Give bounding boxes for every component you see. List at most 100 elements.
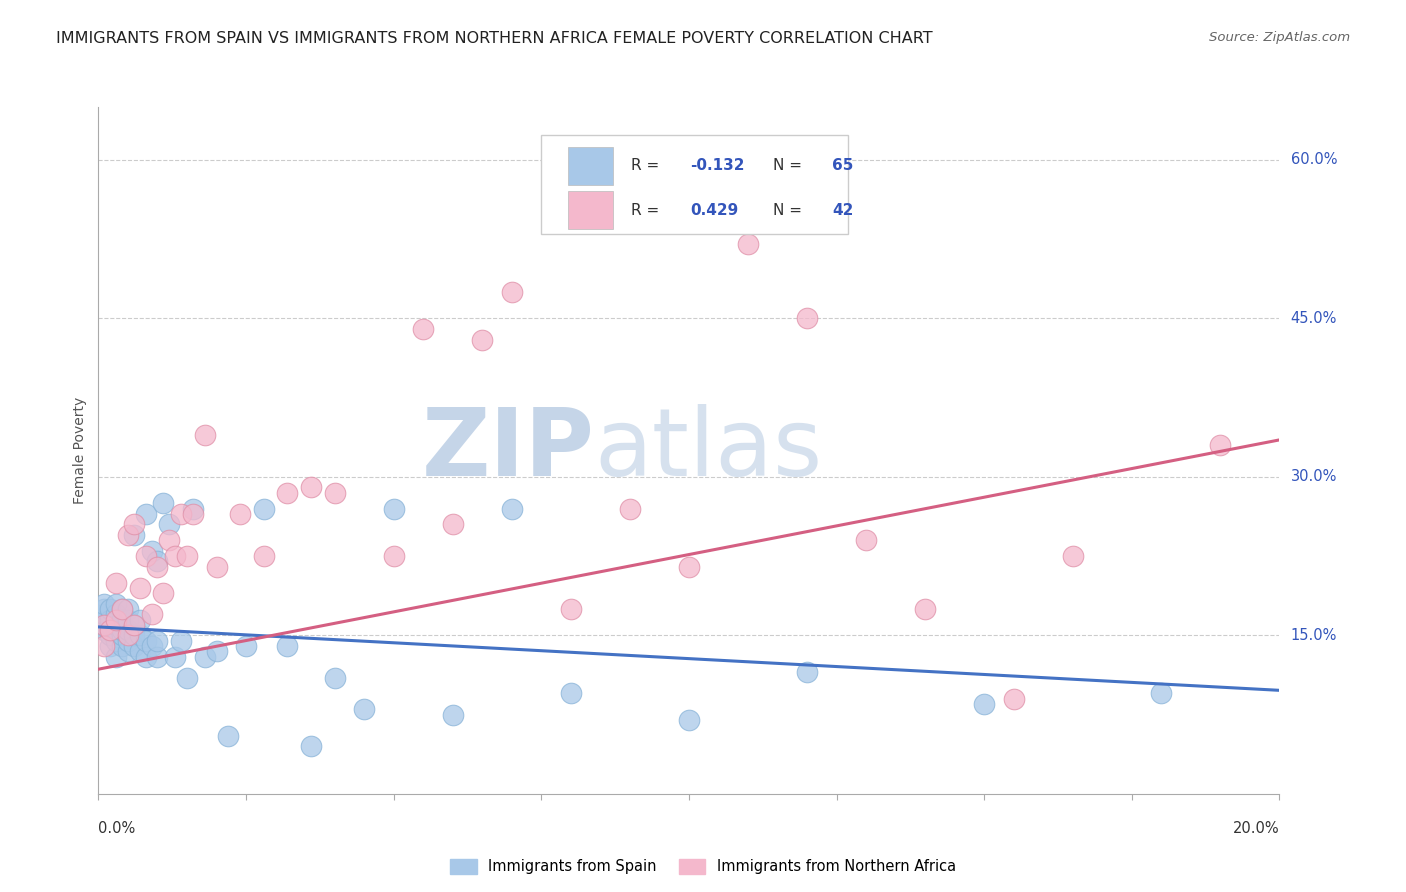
Point bbox=[93, 639, 115, 653]
Point bbox=[122, 528, 145, 542]
FancyBboxPatch shape bbox=[568, 192, 613, 229]
Point bbox=[276, 485, 298, 500]
Point bbox=[105, 649, 128, 664]
Point bbox=[105, 607, 128, 622]
Text: 15.0%: 15.0% bbox=[1291, 628, 1337, 643]
Point bbox=[146, 554, 169, 568]
Text: 20.0%: 20.0% bbox=[1233, 821, 1279, 836]
Point bbox=[412, 322, 434, 336]
Point bbox=[98, 623, 121, 637]
Point bbox=[98, 602, 121, 616]
Point bbox=[98, 628, 121, 642]
Point bbox=[205, 559, 228, 574]
Point bbox=[441, 517, 464, 532]
Point bbox=[146, 649, 169, 664]
Point bbox=[194, 427, 217, 442]
Point bbox=[382, 501, 405, 516]
Point bbox=[165, 649, 187, 664]
Point bbox=[111, 639, 134, 653]
Point bbox=[128, 613, 150, 627]
Point bbox=[135, 649, 157, 664]
Point bbox=[117, 633, 139, 648]
Point bbox=[141, 607, 163, 622]
Point bbox=[194, 649, 217, 664]
Point bbox=[165, 549, 187, 563]
Point bbox=[105, 623, 128, 637]
Point bbox=[157, 517, 180, 532]
Point bbox=[93, 623, 115, 637]
Point bbox=[441, 707, 464, 722]
Point bbox=[122, 617, 145, 632]
Point bbox=[276, 639, 298, 653]
Point bbox=[93, 597, 115, 611]
Point bbox=[253, 549, 276, 563]
Point bbox=[157, 533, 180, 548]
Point bbox=[122, 639, 145, 653]
Point bbox=[560, 602, 582, 616]
Point bbox=[855, 533, 877, 548]
Point bbox=[141, 544, 163, 558]
Text: 65: 65 bbox=[832, 158, 853, 173]
Point bbox=[98, 639, 121, 653]
Point bbox=[152, 496, 174, 510]
Point bbox=[122, 617, 145, 632]
Point bbox=[105, 617, 128, 632]
Point bbox=[1002, 691, 1025, 706]
Legend: Immigrants from Spain, Immigrants from Northern Africa: Immigrants from Spain, Immigrants from N… bbox=[444, 853, 962, 880]
Point bbox=[1062, 549, 1084, 563]
Text: IMMIGRANTS FROM SPAIN VS IMMIGRANTS FROM NORTHERN AFRICA FEMALE POVERTY CORRELAT: IMMIGRANTS FROM SPAIN VS IMMIGRANTS FROM… bbox=[56, 31, 932, 46]
Point bbox=[128, 628, 150, 642]
Point bbox=[382, 549, 405, 563]
Point bbox=[181, 507, 204, 521]
Y-axis label: Female Poverty: Female Poverty bbox=[73, 397, 87, 504]
Point bbox=[235, 639, 257, 653]
Point bbox=[796, 665, 818, 680]
Point bbox=[117, 528, 139, 542]
Text: 30.0%: 30.0% bbox=[1291, 469, 1337, 484]
Point bbox=[122, 517, 145, 532]
Point bbox=[117, 623, 139, 637]
Text: 60.0%: 60.0% bbox=[1291, 153, 1337, 168]
Point bbox=[111, 602, 134, 616]
Point bbox=[105, 613, 128, 627]
Point bbox=[111, 623, 134, 637]
Text: N =: N = bbox=[773, 202, 807, 218]
Point bbox=[122, 628, 145, 642]
Text: R =: R = bbox=[631, 158, 664, 173]
FancyBboxPatch shape bbox=[541, 135, 848, 234]
Point bbox=[111, 602, 134, 616]
Point bbox=[176, 549, 198, 563]
Point bbox=[93, 617, 115, 632]
Point bbox=[135, 633, 157, 648]
Point bbox=[111, 613, 134, 627]
Point bbox=[98, 623, 121, 637]
Point bbox=[105, 575, 128, 590]
Text: 0.0%: 0.0% bbox=[98, 821, 135, 836]
Point bbox=[93, 617, 115, 632]
Point bbox=[141, 639, 163, 653]
Point bbox=[501, 285, 523, 299]
Point bbox=[117, 644, 139, 658]
Point bbox=[93, 607, 115, 622]
Point bbox=[117, 613, 139, 627]
Text: -0.132: -0.132 bbox=[690, 158, 745, 173]
Text: N =: N = bbox=[773, 158, 807, 173]
Point bbox=[796, 311, 818, 326]
Text: atlas: atlas bbox=[595, 404, 823, 497]
Point bbox=[117, 602, 139, 616]
Point bbox=[619, 501, 641, 516]
Text: R =: R = bbox=[631, 202, 664, 218]
Point bbox=[1209, 438, 1232, 452]
Text: ZIP: ZIP bbox=[422, 404, 595, 497]
Point bbox=[914, 602, 936, 616]
Point bbox=[135, 507, 157, 521]
Point bbox=[105, 633, 128, 648]
Point bbox=[323, 485, 346, 500]
Point bbox=[737, 237, 759, 252]
Point bbox=[105, 597, 128, 611]
Point bbox=[111, 628, 134, 642]
Point bbox=[117, 628, 139, 642]
Point bbox=[299, 739, 322, 754]
Point bbox=[253, 501, 276, 516]
Point bbox=[93, 602, 115, 616]
